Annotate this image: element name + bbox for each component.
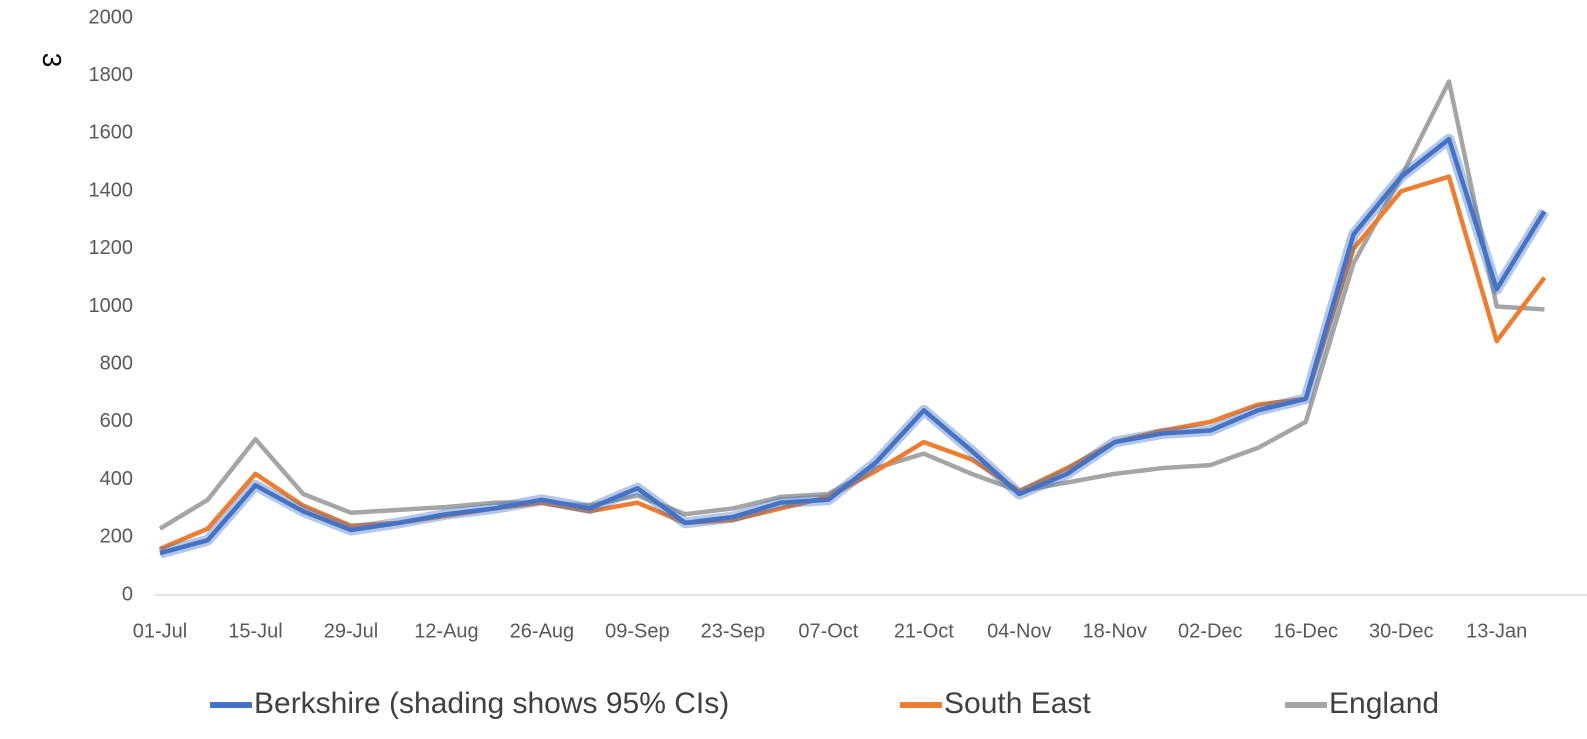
x-tick-label: 02-Dec — [1178, 620, 1242, 642]
y-tick-label: 1000 — [89, 295, 134, 317]
x-tick-label: 13-Jan — [1466, 620, 1527, 642]
y-tick-label: 600 — [100, 410, 133, 432]
y-tick-label: 0 — [122, 583, 133, 605]
x-tick-label: 07-Oct — [798, 620, 858, 642]
x-tick-label: 23-Sep — [701, 620, 766, 642]
x-tick-label: 21-Oct — [894, 620, 954, 642]
x-tick-label: 01-Jul — [133, 620, 187, 642]
y-tick-label: 400 — [100, 468, 133, 490]
x-tick-label: 04-Nov — [987, 620, 1051, 642]
x-tick-label: 30-Dec — [1369, 620, 1433, 642]
y-axis-label: 3 — [37, 53, 67, 67]
y-tick-label: 1200 — [89, 237, 134, 259]
ci-band — [158, 133, 1550, 559]
x-tick-label: 29-Jul — [324, 620, 378, 642]
y-tick-label: 800 — [100, 352, 133, 374]
legend-label: Berkshire (shading shows 95% CIs) — [254, 687, 729, 720]
x-tick-label: 26-Aug — [510, 620, 575, 642]
y-tick-label: 1800 — [89, 64, 134, 86]
series-line — [159, 136, 1547, 556]
y-tick-label: 2000 — [89, 6, 134, 28]
x-tick-label: 18-Nov — [1083, 620, 1147, 642]
y-tick-label: 1400 — [89, 179, 134, 201]
series-line — [159, 174, 1547, 551]
legend-label: England — [1329, 687, 1439, 720]
x-tick-label: 16-Dec — [1274, 620, 1338, 642]
legend-label: South East — [944, 687, 1091, 720]
x-tick-label: 12-Aug — [414, 620, 479, 642]
y-tick-label: 200 — [100, 526, 133, 548]
x-tick-label: 15-Jul — [228, 620, 282, 642]
x-tick-label: 09-Sep — [605, 620, 670, 642]
y-tick-label: 1600 — [89, 122, 134, 144]
